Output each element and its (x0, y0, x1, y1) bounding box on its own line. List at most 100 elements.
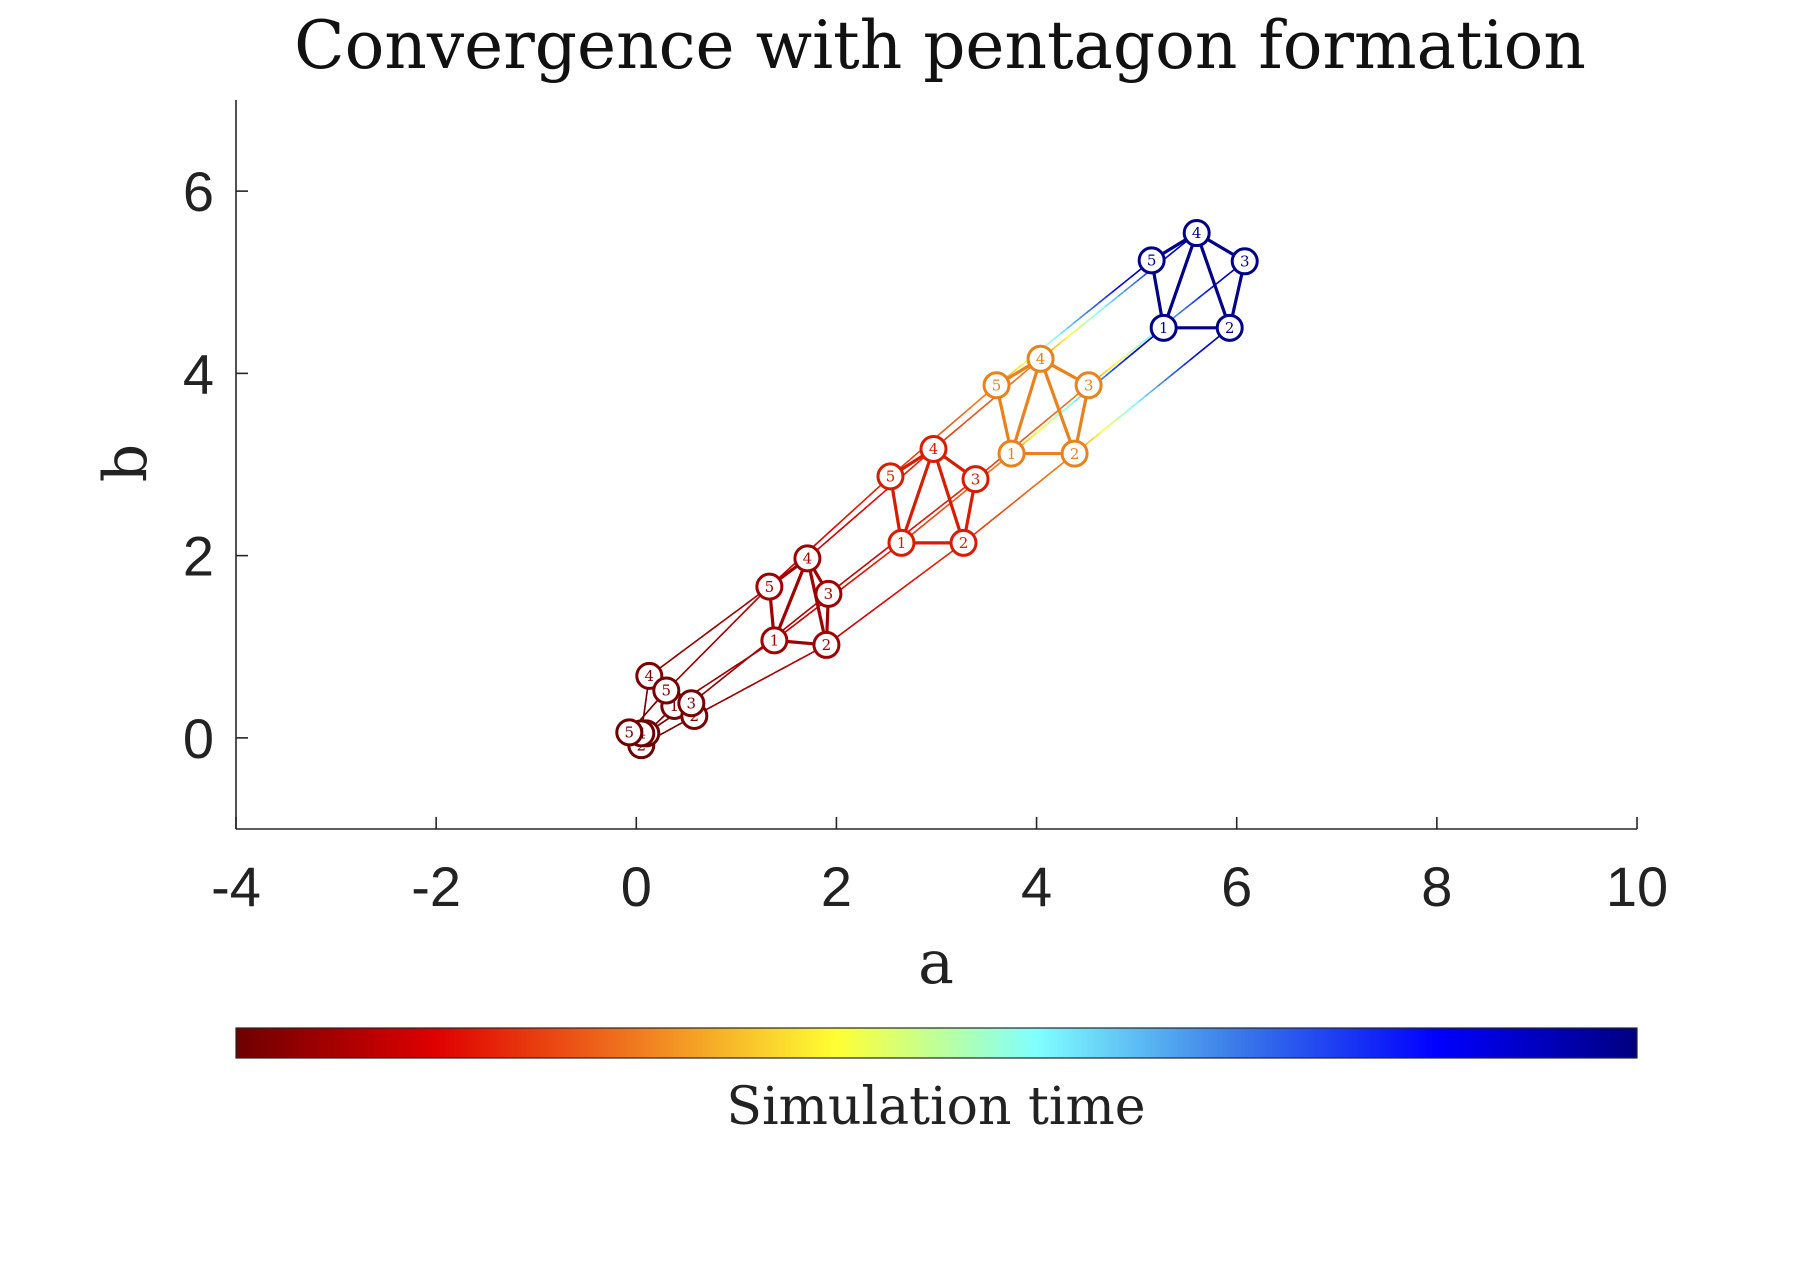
trajectory-agent-3 (713, 679, 721, 686)
formation-snapshot-5: 1 2 3 4 5 (1137, 219, 1259, 342)
trajectory-agent-2 (1125, 405, 1134, 413)
trajectory-agent-3 (876, 550, 885, 557)
trajectory-agent-5 (1118, 280, 1127, 288)
trajectory-agent-2 (1093, 431, 1102, 439)
trajectory-agent-2 (732, 691, 740, 697)
trajectory-agent-4 (1059, 337, 1068, 344)
agent-node-label: 3 (687, 694, 697, 712)
trajectory-agent-3 (950, 492, 958, 500)
axes: -4 -2 0 2 4 6 8 10 0 2 4 6 (183, 100, 1668, 918)
trajectory-agent-4 (714, 621, 723, 628)
trajectory-agent-2 (854, 618, 862, 625)
y-ticks: 0 2 4 6 (183, 160, 248, 770)
agent-node-label: 5 (992, 376, 1002, 394)
formation-edge (1162, 232, 1199, 329)
trajectory-agent-2 (1164, 374, 1173, 382)
trajectory-agent-2 (1055, 463, 1062, 470)
trajectory-agent-5 (704, 646, 711, 653)
trajectory-agent-2 (976, 527, 983, 533)
trajectory-agent-2 (1183, 358, 1192, 366)
trajectory-agent-2 (1190, 353, 1199, 361)
trajectory-agent-3 (781, 624, 790, 632)
agent-node-4 (1182, 219, 1211, 248)
trajectory-agent-4 (1176, 242, 1185, 250)
agent-node-3 (1230, 247, 1259, 276)
trajectory-agent-1 (868, 562, 876, 569)
trajectory-agent-5 (734, 616, 741, 623)
agent-node-label: 2 (822, 636, 832, 654)
trajectory-agent-4 (1117, 289, 1126, 297)
trajectory-agent-1 (810, 607, 818, 613)
trajectory-agent-3 (1050, 411, 1057, 418)
trajectory-agent-3 (1035, 423, 1043, 430)
trajectory-agent-1 (932, 512, 939, 518)
y-tick-label: 4 (183, 342, 214, 405)
trajectory-agent-4 (955, 425, 962, 432)
agent-node-label: 1 (1007, 445, 1017, 463)
trajectory-agent-3 (1059, 403, 1066, 410)
trajectory-agent-2 (798, 655, 806, 661)
trajectory-agent-1 (937, 508, 944, 514)
agent-node-label: 1 (897, 534, 907, 552)
x-tick-label: -2 (411, 855, 461, 918)
agent-node-label: 2 (1070, 445, 1080, 463)
formations: 123451234512345123451234512345 (615, 219, 1259, 760)
trajectory-agent-3 (937, 502, 946, 509)
agent-node-label: 5 (662, 682, 672, 700)
trajectory-agent-4 (950, 429, 957, 435)
trajectory-agent-3 (1139, 337, 1148, 345)
trajectory-agent-3 (747, 652, 755, 659)
trajectory-agent-5 (978, 395, 985, 402)
trajectory-agent-4 (822, 539, 830, 546)
formation-snapshot-2: 1 2 34 5 (755, 544, 843, 659)
trajectory-agent-2 (899, 584, 908, 591)
agent-node-1 (997, 439, 1026, 468)
agent-node-label: 5 (765, 578, 775, 596)
trajectory-agent-1 (1124, 353, 1133, 361)
trajectory-agent-4 (681, 645, 690, 653)
trajectory-agent-2 (981, 523, 988, 529)
trajectory-agent-2 (792, 658, 800, 664)
trajectory-agent-3 (707, 684, 715, 691)
trajectory-agent-2 (1046, 471, 1053, 477)
trajectory-agent-3 (1026, 431, 1033, 437)
y-tick-label: 2 (183, 525, 214, 588)
trajectory-agent-5 (813, 539, 821, 547)
trajectory-agent-2 (928, 563, 936, 570)
trajectory-agent-5 (721, 629, 728, 636)
agent-node-2 (812, 630, 841, 659)
trajectory-agent-1 (800, 615, 807, 621)
agent-node-5 (652, 676, 681, 705)
trajectory-agent-3 (719, 675, 727, 682)
trajectory-agent-3 (1126, 348, 1135, 356)
trajectory-agent-4 (869, 498, 877, 505)
formation-snapshot-4: 1 2 3 4 5 (982, 344, 1103, 468)
trajectory-agent-5 (1099, 295, 1108, 303)
trajectory-agent-1 (736, 661, 742, 666)
trajectory-agent-1 (955, 493, 962, 500)
trajectory-agent-1 (723, 669, 730, 674)
agent-node-5 (615, 718, 644, 747)
trajectory-agent-2 (1177, 363, 1186, 371)
trajectory-agent-2 (781, 664, 789, 670)
trajectory-agent-1 (842, 582, 850, 589)
trajectory-agent-4 (959, 421, 966, 428)
agent-node-4 (919, 435, 948, 464)
trajectory-agent-2 (877, 601, 885, 608)
trajectory-agent-3 (1133, 343, 1142, 350)
trajectory-agent-2 (871, 605, 879, 612)
trajectory-agent-1 (914, 527, 921, 533)
trajectory-agent-2 (842, 627, 851, 633)
trajectory-agent-2 (765, 673, 773, 679)
trajectory-agent-1 (715, 675, 721, 680)
agent-node-label: 3 (971, 470, 981, 488)
trajectory-agent-3 (919, 516, 928, 523)
trajectory-agent-4 (1052, 342, 1061, 350)
trajectory-agent-5 (712, 637, 719, 644)
agent-node-label: 4 (929, 440, 939, 458)
trajectory-agent-2 (1138, 395, 1147, 402)
trajectory-agent-2 (1004, 504, 1011, 511)
trajectory-agent-1 (698, 686, 705, 691)
trajectory-agent-2 (1170, 368, 1179, 376)
trajectory-agent-4 (911, 461, 919, 469)
